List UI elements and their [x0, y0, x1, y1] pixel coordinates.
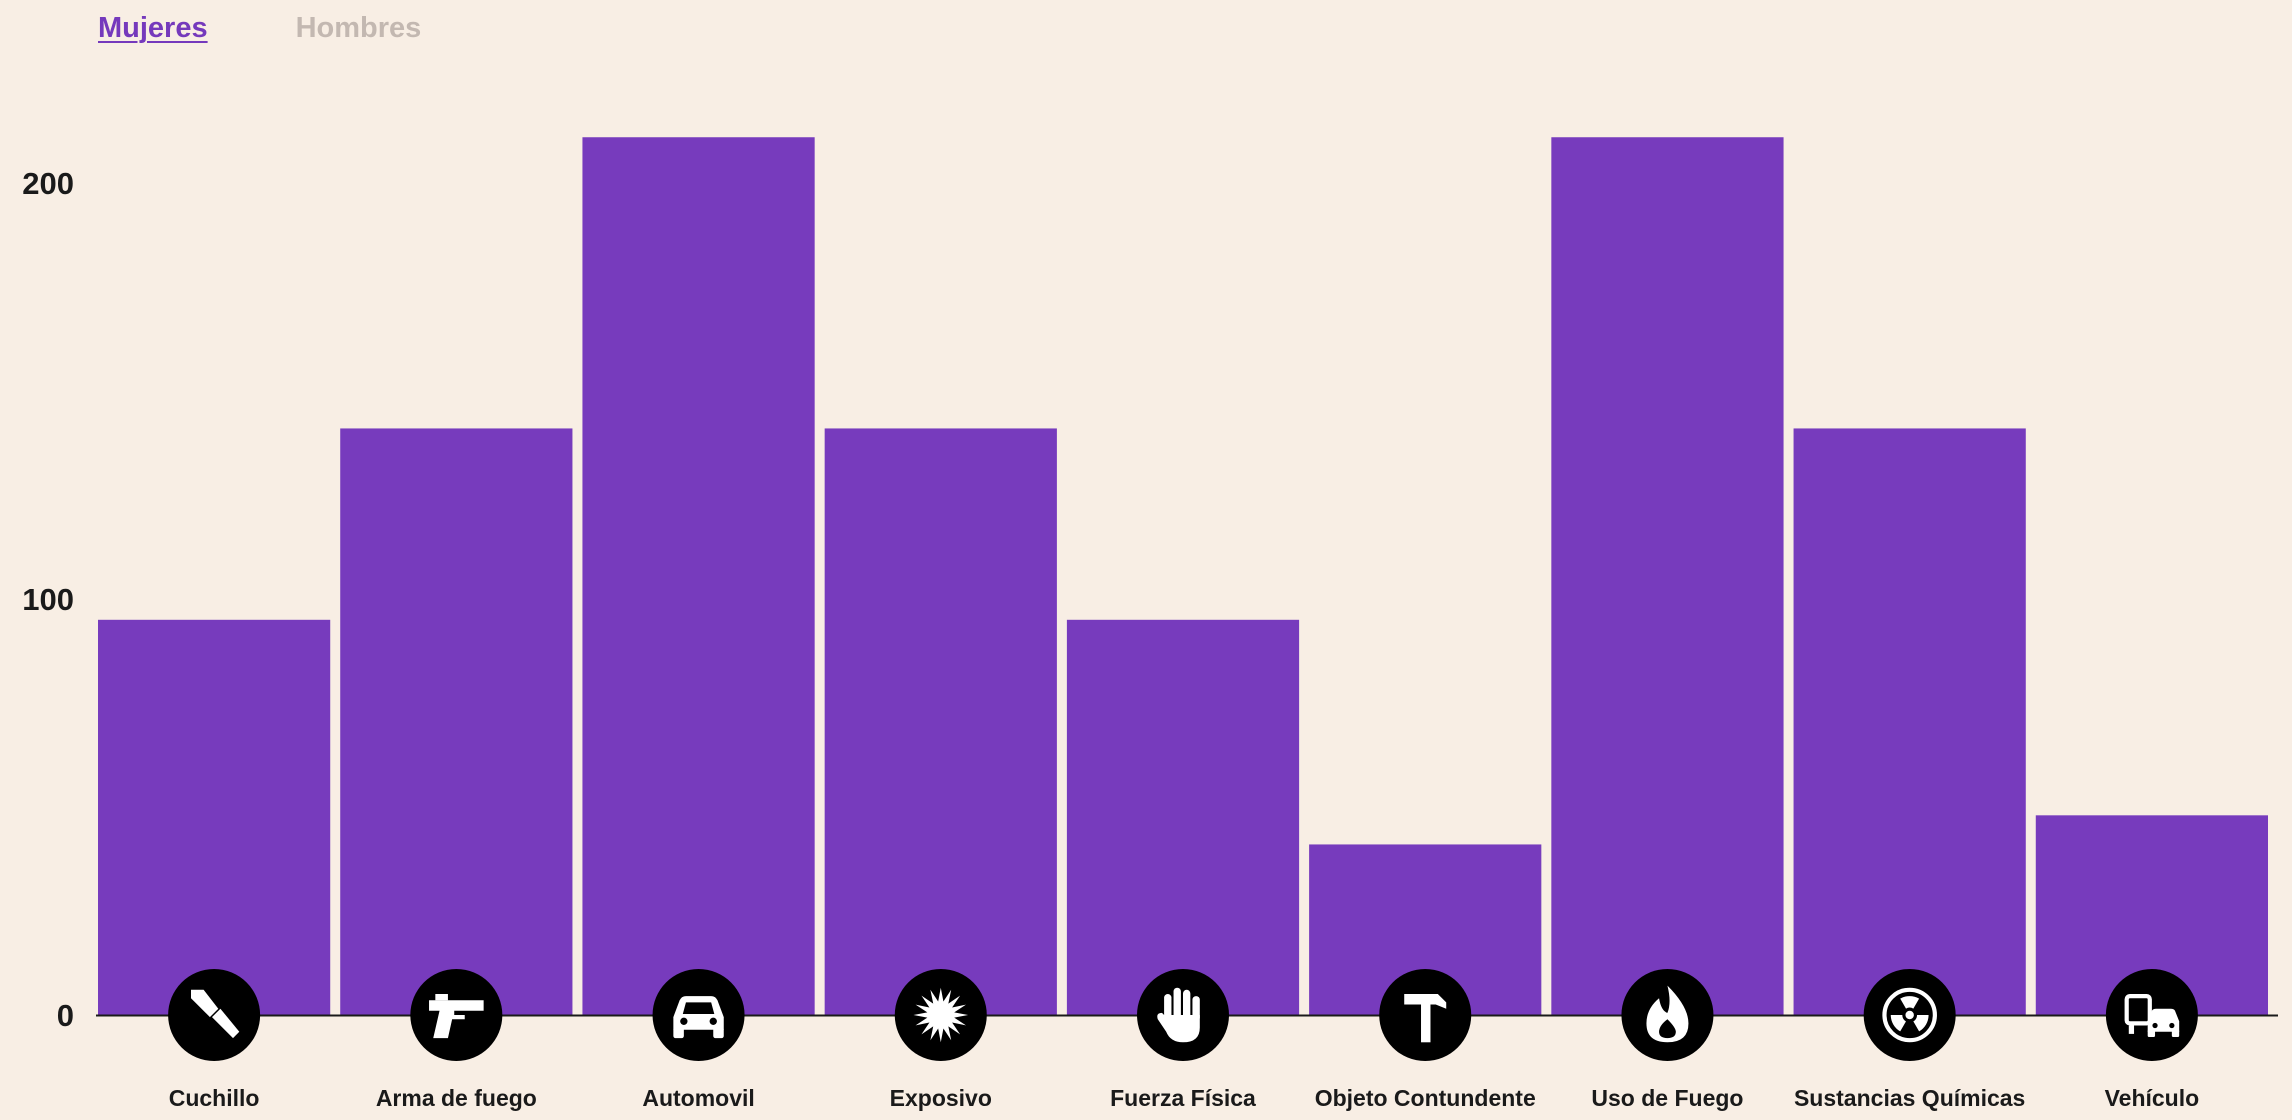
category-label: Arma de fuego: [376, 1085, 537, 1111]
radioactive-icon: [1863, 969, 1956, 1061]
hammer-icon: [1379, 969, 1472, 1061]
category-label: Fuerza Física: [1110, 1085, 1256, 1111]
category-label: Cuchillo: [169, 1085, 260, 1111]
bar[interactable]: [340, 428, 573, 1015]
hand-icon: [1137, 969, 1229, 1061]
category-label: Automovil: [642, 1085, 754, 1111]
bar[interactable]: [582, 137, 815, 1016]
y-tick-label: 100: [22, 582, 74, 617]
tab-mujeres[interactable]: Mujeres: [98, 12, 208, 44]
vehicles-icon: [2105, 969, 2198, 1061]
category-label: Uso de Fuego: [1591, 1085, 1743, 1111]
bar[interactable]: [1066, 619, 1300, 1015]
category-label: Sustancias Químicas: [1794, 1085, 2025, 1111]
car-icon: [652, 969, 745, 1061]
bar[interactable]: [1551, 137, 1784, 1016]
category-label: Exposivo: [890, 1085, 992, 1111]
explosion-icon: [894, 969, 987, 1061]
y-tick-label: 200: [22, 166, 74, 201]
knife-icon: [168, 969, 261, 1061]
gun-icon: [410, 969, 503, 1061]
category-label: Vehículo: [2105, 1085, 2200, 1111]
gender-tabs: Mujeres Hombres: [98, 8, 421, 48]
fire-icon: [1621, 969, 1714, 1061]
bar[interactable]: [1793, 428, 2026, 1015]
bar[interactable]: [98, 619, 331, 1015]
category-label: Objeto Contundente: [1315, 1085, 1536, 1111]
tab-hombres[interactable]: Hombres: [295, 12, 422, 44]
y-tick-label: 0: [57, 998, 74, 1033]
bar[interactable]: [824, 428, 1057, 1015]
